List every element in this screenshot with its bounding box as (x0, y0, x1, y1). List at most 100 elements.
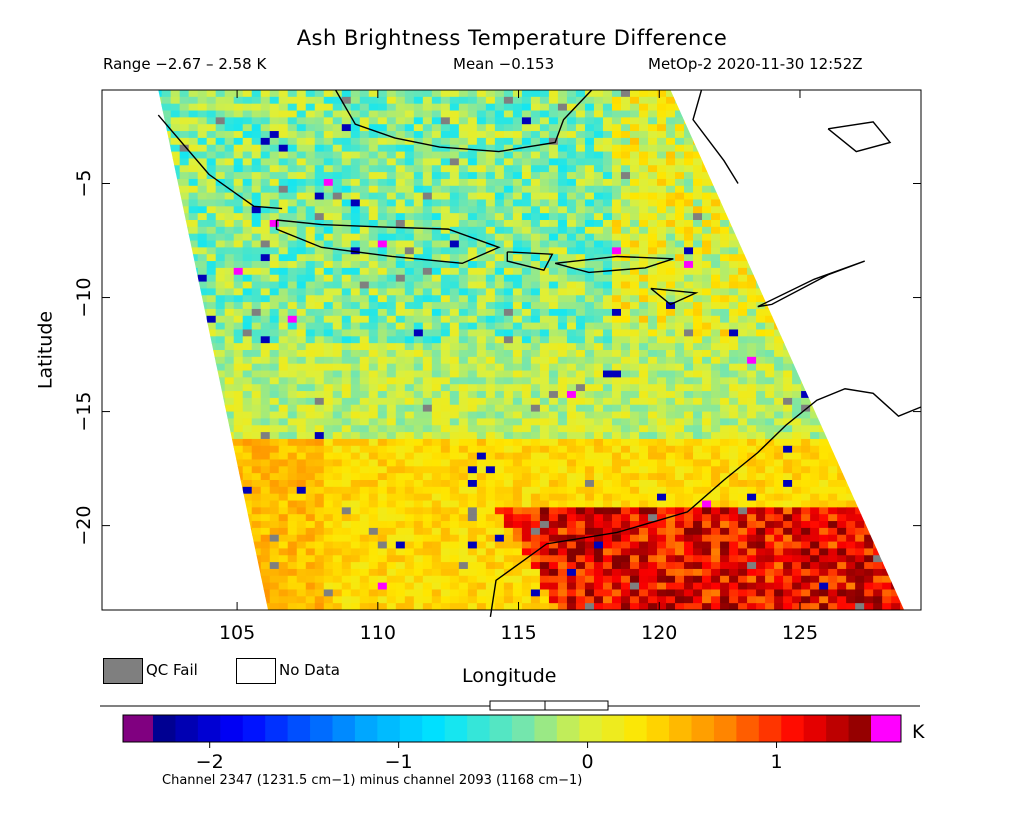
heatmap-cell (341, 452, 352, 461)
heatmap-cell (837, 117, 847, 125)
heatmap-cell (648, 274, 658, 283)
heatmap-cell (593, 247, 604, 255)
heatmap-cell (638, 124, 649, 132)
heatmap-cell (783, 308, 793, 317)
heatmap-cell (215, 261, 226, 269)
heatmap-cell (629, 329, 640, 337)
heatmap-cell (224, 288, 235, 296)
heatmap-cell (792, 350, 802, 358)
heatmap-cell (602, 192, 613, 201)
heatmap-cell (638, 391, 649, 399)
heatmap-cell (738, 192, 748, 201)
heatmap-cell (224, 206, 235, 214)
heatmap-cell (629, 343, 640, 351)
heatmap-cell (801, 425, 811, 433)
heatmap-cell (359, 281, 370, 290)
heatmap-cell (512, 432, 523, 440)
heatmap-cell (503, 336, 514, 344)
heatmap-cell (756, 117, 766, 125)
heatmap-cell (431, 226, 442, 235)
heatmap-cell (278, 158, 289, 166)
heatmap-cell (828, 473, 838, 481)
heatmap-cell (792, 110, 802, 118)
heatmap-cell (242, 185, 253, 194)
heatmap-cell (314, 274, 325, 283)
heatmap-cell (359, 302, 370, 310)
heatmap-cell (702, 213, 712, 221)
heatmap-cell (161, 432, 172, 440)
heatmap-cell (864, 288, 874, 296)
heatmap-cell (386, 336, 397, 344)
heatmap-cell (675, 165, 685, 173)
heatmap-cell (801, 117, 811, 125)
heatmap-cell (873, 432, 883, 440)
heatmap-cell (296, 131, 307, 139)
heatmap-cell (548, 445, 559, 454)
heatmap-cell (413, 336, 424, 344)
heatmap-cell (693, 261, 703, 269)
heatmap-cell (918, 145, 928, 152)
heatmap-cell (242, 397, 253, 406)
heatmap-cell (287, 274, 298, 283)
heatmap-cell (747, 480, 757, 488)
heatmap-cell (584, 418, 595, 426)
heatmap-cell (368, 397, 379, 406)
heatmap-cell (828, 288, 838, 296)
heatmap-cell (837, 377, 847, 385)
heatmap-cell (666, 281, 676, 290)
heatmap-cell (629, 377, 640, 385)
heatmap-cell (368, 247, 379, 255)
heatmap-cell (224, 466, 235, 474)
heatmap-cell (161, 384, 172, 392)
heatmap-cell (801, 438, 811, 447)
heatmap-cell (158, 226, 163, 235)
heatmap-cell (458, 295, 469, 303)
heatmap-cell (801, 247, 811, 255)
heatmap-cell (422, 397, 433, 406)
heatmap-cell (413, 322, 424, 331)
heatmap-cell (729, 247, 739, 255)
heatmap-cell (413, 473, 424, 481)
heatmap-cell (747, 473, 757, 481)
heatmap-cell (386, 438, 397, 447)
heatmap-cell (873, 452, 883, 461)
heatmap-cell (332, 199, 343, 207)
heatmap-cell (909, 384, 919, 391)
heatmap-cell (693, 308, 703, 317)
heatmap-cell (666, 144, 676, 153)
heatmap-cell (350, 473, 361, 481)
heatmap-cell (350, 480, 361, 488)
heatmap-cell (251, 288, 262, 296)
heatmap-cell (386, 377, 397, 385)
heatmap-cell (368, 131, 379, 139)
heatmap-cell (539, 144, 550, 153)
heatmap-cell (837, 90, 847, 98)
heatmap-cell (611, 192, 622, 201)
heatmap-cell (449, 96, 460, 105)
heatmap-cell (720, 274, 730, 283)
heatmap-cell (206, 308, 217, 317)
heatmap-cell (602, 151, 613, 160)
heatmap-cell (260, 356, 271, 365)
heatmap-cell (837, 336, 847, 344)
heatmap-cell (521, 425, 532, 433)
heatmap-cell (314, 151, 325, 160)
heatmap-cell (783, 220, 793, 228)
heatmap-cell (918, 186, 928, 193)
heatmap-cell (179, 308, 190, 317)
heatmap-cell (855, 178, 865, 187)
heatmap-cell (638, 226, 649, 235)
heatmap-cell (341, 110, 352, 118)
heatmap-cell (503, 480, 514, 488)
heatmap-cell (738, 308, 748, 317)
heatmap-cell (783, 213, 793, 221)
heatmap-cell (837, 356, 847, 365)
heatmap-cell (368, 432, 379, 440)
heatmap-cell (657, 103, 667, 112)
heatmap-cell (648, 192, 658, 201)
heatmap-cell (395, 185, 406, 194)
heatmap-cell (260, 137, 271, 146)
heatmap-cell (161, 473, 172, 481)
heatmap-cell (467, 377, 478, 385)
heatmap-cell (801, 370, 811, 378)
